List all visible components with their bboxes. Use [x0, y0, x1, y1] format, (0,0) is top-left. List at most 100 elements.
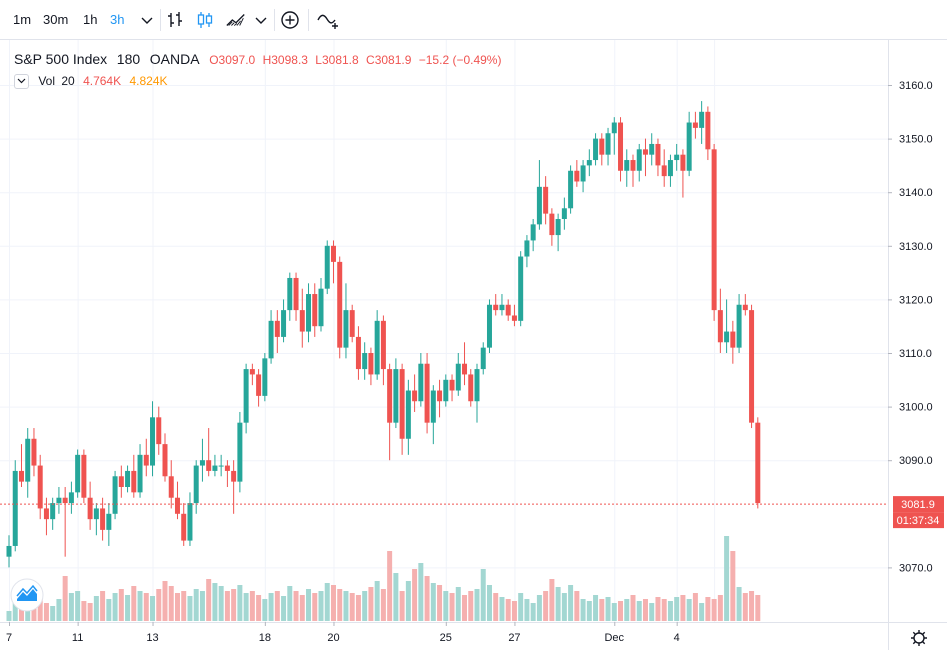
volume-bar	[655, 597, 661, 621]
volume-bar	[187, 596, 193, 621]
chart-toolbar: 1m 30m 1h 3h	[0, 0, 947, 40]
candle	[755, 417, 761, 509]
close-key: C	[366, 53, 375, 67]
candle-body	[749, 310, 755, 423]
candle	[274, 310, 280, 353]
interval-3h-button[interactable]: 3h	[110, 12, 125, 27]
candle-body	[699, 111, 705, 128]
tradingview-logo[interactable]	[10, 578, 44, 612]
volume-bar	[174, 593, 180, 621]
candle	[605, 127, 611, 166]
candle-body	[455, 363, 461, 391]
candle-body	[380, 320, 386, 370]
price-tick-label: 3160.0	[899, 80, 933, 92]
volume-bar	[443, 591, 449, 621]
candle	[281, 299, 287, 343]
candle-body	[318, 288, 324, 327]
candle-body	[37, 465, 43, 509]
volume-bar	[568, 585, 574, 621]
bar-style-icon[interactable]	[164, 10, 186, 30]
volume-bar	[399, 591, 405, 621]
candle-body	[518, 256, 524, 321]
candle	[181, 503, 187, 546]
candle-body	[56, 497, 62, 504]
candle-body	[81, 454, 87, 498]
candle-body	[293, 277, 299, 311]
chevron-down-icon[interactable]	[136, 10, 158, 30]
candle-body	[649, 143, 655, 155]
candle-body	[593, 138, 599, 161]
volume-bar	[480, 569, 486, 621]
candle	[699, 101, 705, 144]
volume-bar	[699, 603, 705, 621]
volume-bar	[705, 597, 711, 621]
candle-body	[324, 245, 330, 289]
ohlc-values: O3097.0 H3098.3 L3081.8 C3081.9 −15.2 (−…	[209, 53, 501, 67]
candle	[667, 154, 673, 187]
price-tick-label: 3130.0	[899, 241, 933, 253]
add-indicator-icon[interactable]	[279, 10, 301, 30]
candle-body	[543, 186, 549, 214]
volume-bar	[306, 589, 312, 621]
volume-bar	[324, 583, 330, 621]
time-axis: 7 11 13 18 20 25 27 Dec 4	[6, 622, 680, 644]
candle	[580, 160, 586, 193]
price-tick-label: 3090.0	[899, 455, 933, 467]
volume-bar	[6, 611, 12, 621]
interval-1m-button[interactable]: 1m	[13, 12, 32, 27]
candle	[224, 460, 230, 487]
candle	[324, 240, 330, 295]
candle	[518, 251, 524, 327]
candle	[474, 363, 480, 423]
symbol-name[interactable]: S&P 500 Index	[14, 51, 108, 67]
candle-body	[199, 460, 205, 466]
candle	[187, 492, 193, 546]
area-style-icon[interactable]	[225, 10, 247, 30]
candle	[150, 401, 156, 477]
candle	[724, 299, 730, 353]
series-legend[interactable]: S&P 500 Index 180 OANDA O3097.0 H3098.3 …	[14, 48, 501, 70]
candle	[287, 272, 293, 321]
candle	[661, 149, 667, 187]
volume-legend[interactable]: Vol 20 4.764K 4.824K	[14, 72, 501, 90]
volume-bar	[118, 589, 124, 621]
candle-body	[62, 497, 68, 504]
candle	[12, 460, 18, 552]
candle	[543, 176, 549, 225]
volume-bar	[50, 606, 56, 621]
settings-gear-icon[interactable]	[911, 630, 927, 646]
high-key: H	[262, 53, 272, 67]
candle	[87, 481, 93, 530]
candle	[243, 363, 249, 434]
candle-body	[31, 438, 37, 466]
candle	[455, 353, 461, 396]
volume-bar	[355, 595, 361, 621]
candle	[462, 342, 468, 386]
interval-1h-button[interactable]: 1h	[83, 12, 98, 27]
candle-body	[125, 470, 131, 487]
candle-body	[742, 304, 748, 311]
chevron-down-icon[interactable]	[250, 10, 272, 30]
candle	[399, 363, 405, 455]
price-tick-label: 3110.0	[899, 348, 932, 360]
candle	[237, 411, 243, 493]
volume-bar	[717, 595, 723, 621]
candle	[25, 428, 31, 498]
candle	[649, 133, 655, 166]
volume-bar	[749, 591, 755, 621]
price-chart[interactable]: 3160.0 3150.0 3140.0 3130.0 3120.0 3110.0 3100…	[0, 40, 947, 650]
volume-bar	[193, 589, 199, 621]
candle-body	[586, 160, 592, 166]
candle-body	[206, 460, 212, 471]
candle-style-icon[interactable]	[194, 10, 216, 30]
candle	[174, 481, 180, 520]
candle	[680, 149, 686, 198]
interval-30m-button[interactable]: 30m	[43, 12, 69, 27]
collapse-legend-button[interactable]	[14, 74, 29, 90]
volume-bar	[199, 591, 205, 621]
candle-body	[580, 165, 586, 182]
candlesticks	[6, 101, 761, 568]
volume-bar	[624, 599, 630, 621]
volume-bar	[736, 587, 742, 621]
compare-icon[interactable]	[315, 10, 343, 30]
